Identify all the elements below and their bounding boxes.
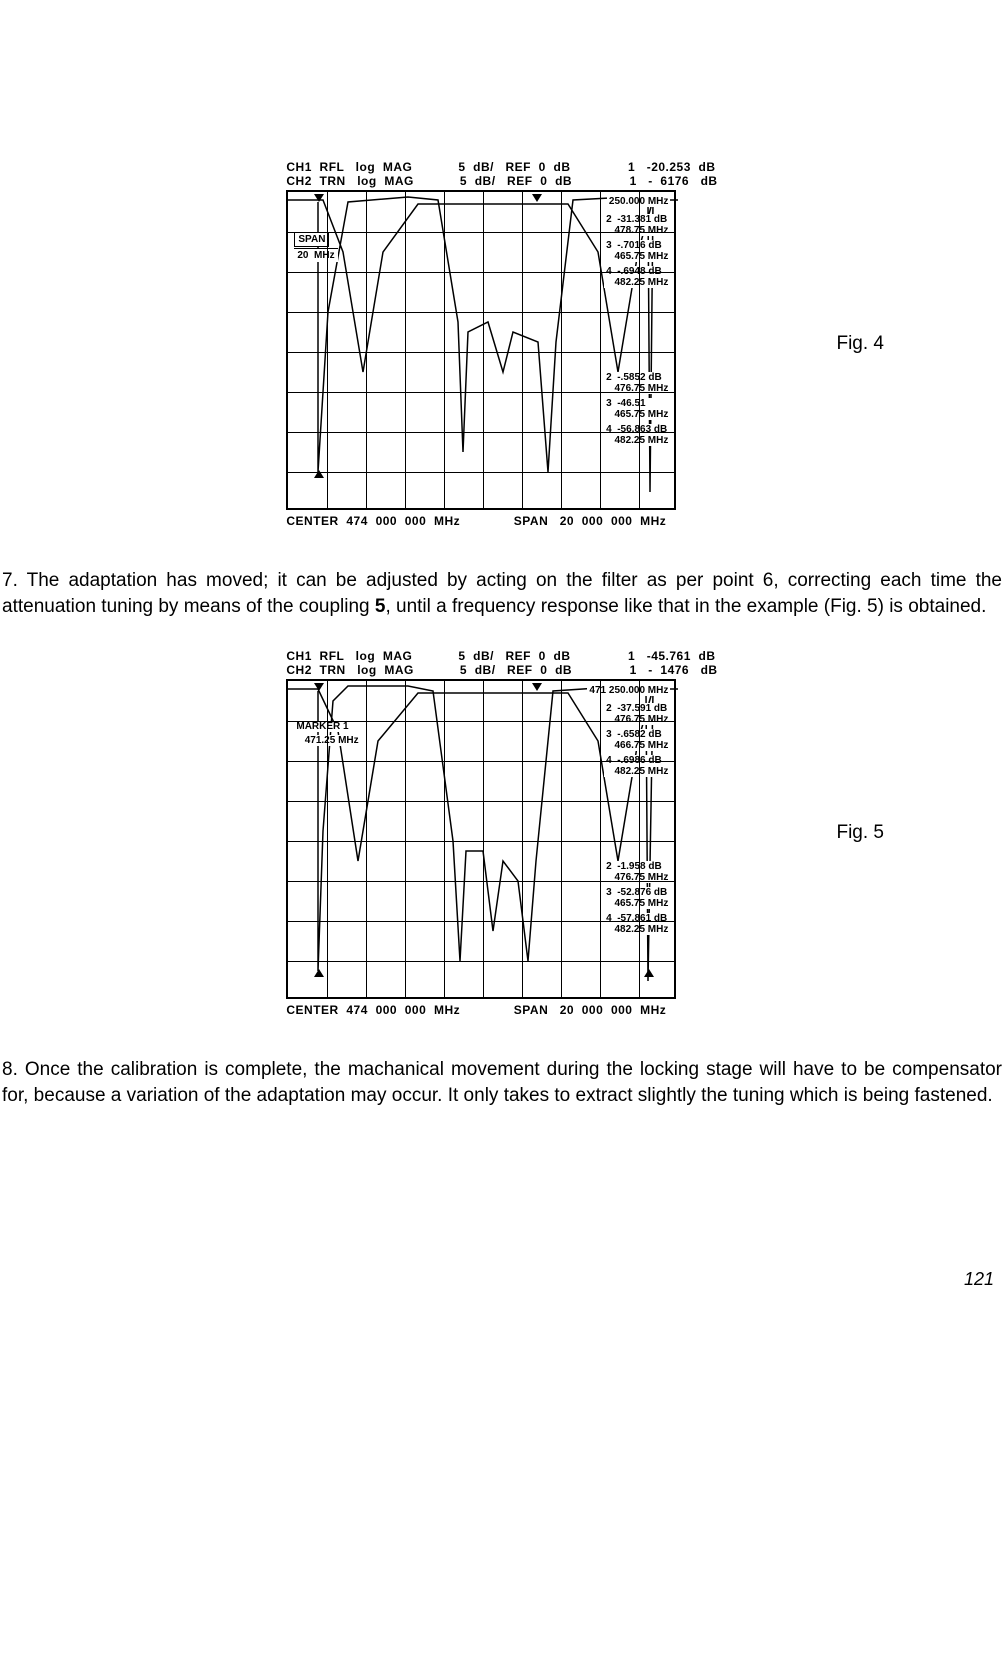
fig5-m3a: 3 -.6582 dB 466.75 MHz	[604, 729, 670, 751]
marker-icon	[532, 194, 542, 202]
marker-icon	[314, 969, 324, 977]
fig4-m4a: 4 -.6948 dB 482.25 MHz	[604, 266, 670, 288]
figure-5-inner: CH1 RFL log MAG 5 dB/ REF 0 dB 1 -45.761…	[286, 649, 717, 1017]
fig4-header-line2: CH2 TRN log MAG 5 dB/ REF 0 dB 1 - 6176 …	[286, 174, 717, 188]
marker-icon	[314, 683, 324, 691]
fig5-chart: MARKER 1 471.25 MHz 471 250.000 MHz 2 -3…	[286, 679, 676, 999]
fig5-header-line1: CH1 RFL log MAG 5 dB/ REF 0 dB 1 -45.761…	[286, 649, 717, 663]
paragraph-7: 7. The adaptation has moved; it can be a…	[0, 568, 1004, 619]
fig4-m3b: 3 -46.51 465.75 MHz	[604, 398, 670, 420]
figure-4-block: CH1 RFL log MAG 5 dB/ REF 0 dB 1 -20.253…	[0, 160, 1004, 528]
fig5-m3b: 3 -52.876 dB 465.75 MHz	[604, 887, 670, 909]
fig4-m4b: 4 -56.863 dB 482.25 MHz	[604, 424, 670, 446]
fig4-footer: CENTER 474 000 000 MHz SPAN 20 000 000 M…	[286, 514, 666, 528]
paragraph-8: 8. Once the calibration is complete, the…	[0, 1057, 1004, 1108]
fig5-header-line2: CH2 TRN log MAG 5 dB/ REF 0 dB 1 - 1476 …	[286, 663, 717, 677]
fig4-span-label: SPAN	[294, 232, 329, 247]
fig5-m2b: 2 -1.958 dB 476.75 MHz	[604, 861, 670, 883]
fig4-header: CH1 RFL log MAG 5 dB/ REF 0 dB 1 -20.253…	[286, 160, 717, 188]
marker-icon	[644, 969, 654, 977]
fig4-header-line1: CH1 RFL log MAG 5 dB/ REF 0 dB 1 -20.253…	[286, 160, 717, 174]
figure-5-block: CH1 RFL log MAG 5 dB/ REF 0 dB 1 -45.761…	[0, 649, 1004, 1017]
fig5-m4b: 4 -57.861 dB 482.25 MHz	[604, 913, 670, 935]
fig5-m4a: 4 -.6986 dB 482.25 MHz	[604, 755, 670, 777]
fig5-footer: CENTER 474 000 000 MHz SPAN 20 000 000 M…	[286, 1003, 666, 1017]
fig4-span-val: 20 MHz	[294, 248, 337, 262]
marker-icon	[532, 683, 542, 691]
fig5-label: Fig. 5	[836, 822, 884, 844]
page-number: 121	[0, 1269, 994, 1290]
fig5-marker: MARKER 1	[294, 721, 350, 732]
figure-4-inner: CH1 RFL log MAG 5 dB/ REF 0 dB 1 -20.253…	[286, 160, 717, 528]
fig5-header: CH1 RFL log MAG 5 dB/ REF 0 dB 1 -45.761…	[286, 649, 717, 677]
marker-icon	[314, 194, 324, 202]
fig4-m3a: 3 -.7016 dB 465.75 MHz	[604, 240, 670, 262]
fig4-label: Fig. 4	[836, 333, 884, 355]
fig4-m2b: 2 -.5852 dB 476.75 MHz	[604, 372, 670, 394]
fig4-chart: SPAN 20 MHz 250.000 MHz 2 -31.381 dB 478…	[286, 190, 676, 510]
